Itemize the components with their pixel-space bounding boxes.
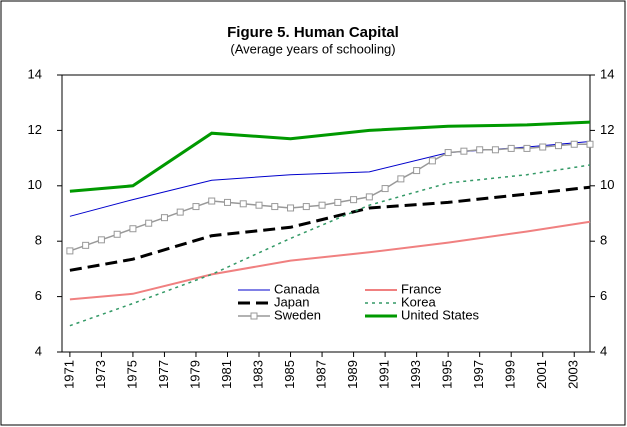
- y2-tick-label: 8: [600, 233, 607, 248]
- x-tick-label: 1995: [440, 360, 455, 389]
- point-marker: [145, 219, 153, 227]
- y-tick-label: 8: [35, 233, 42, 248]
- x-tick-label: 1999: [503, 360, 518, 389]
- legend-label: Sweden: [274, 307, 321, 322]
- x-tick-label: 1981: [219, 360, 234, 389]
- legend-label: Canada: [274, 281, 320, 296]
- legend-label: United States: [401, 307, 480, 322]
- y-tick-label: 12: [28, 122, 42, 137]
- point-marker: [397, 175, 405, 183]
- point-marker: [334, 198, 342, 206]
- point-marker: [350, 196, 358, 204]
- point-marker: [586, 140, 594, 148]
- point-marker: [491, 146, 499, 154]
- x-tick-label: 1993: [408, 360, 423, 389]
- x-tick-label: 1971: [61, 360, 76, 389]
- chart-subtitle: (Average years of schooling): [230, 41, 395, 56]
- x-tick-label: 1975: [124, 360, 139, 389]
- x-tick-label: 1997: [471, 360, 486, 389]
- point-marker: [554, 142, 562, 150]
- point-marker: [318, 201, 326, 209]
- point-marker: [255, 201, 263, 209]
- point-marker: [271, 203, 279, 211]
- point-marker: [176, 208, 184, 216]
- y-tick-label: 10: [28, 177, 42, 192]
- x-tick-label: 2003: [566, 360, 581, 389]
- point-marker: [287, 204, 295, 212]
- legend-marker: [250, 312, 258, 320]
- point-marker: [381, 185, 389, 193]
- plot-area: [61, 74, 591, 353]
- point-marker: [113, 230, 121, 238]
- chart-title: Figure 5. Human Capital: [227, 24, 399, 41]
- x-tick-label: 1979: [187, 360, 202, 389]
- point-marker: [223, 198, 231, 206]
- point-marker: [507, 144, 515, 152]
- point-marker: [428, 157, 436, 165]
- point-marker: [239, 200, 247, 208]
- point-marker: [302, 203, 310, 211]
- series-line: [69, 143, 590, 252]
- legend-label: France: [401, 281, 441, 296]
- point-marker: [97, 236, 105, 244]
- legend-label: Korea: [401, 294, 436, 309]
- y-tick-label: 6: [35, 288, 42, 303]
- series-line: [69, 120, 591, 193]
- y-tick-label: 14: [28, 66, 42, 81]
- series-line: [69, 164, 591, 327]
- y2-tick-label: 12: [600, 122, 614, 137]
- x-tick-label: 1987: [313, 360, 328, 389]
- point-marker: [129, 225, 137, 233]
- y2-tick-label: 4: [600, 343, 607, 358]
- point-marker: [444, 149, 452, 157]
- point-marker: [413, 167, 421, 175]
- y2-tick-label: 6: [600, 288, 607, 303]
- y2-tick-label: 10: [600, 177, 614, 192]
- y2-tick-label: 14: [600, 66, 614, 81]
- x-tick-label: 2001: [534, 360, 549, 389]
- x-tick-label: 1983: [250, 360, 265, 389]
- point-marker: [192, 203, 200, 211]
- point-marker: [523, 144, 531, 152]
- point-marker: [208, 197, 216, 205]
- legend-label: Japan: [274, 294, 309, 309]
- x-tick-label: 1985: [282, 360, 297, 389]
- x-tick-label: 1989: [345, 360, 360, 389]
- point-marker: [160, 214, 168, 222]
- point-marker: [82, 241, 90, 249]
- point-marker: [365, 193, 373, 201]
- series-line: [69, 185, 591, 272]
- x-tick-label: 1991: [377, 360, 392, 389]
- point-marker: [66, 247, 74, 255]
- series-line: [69, 220, 591, 301]
- x-tick-label: 1973: [93, 360, 108, 389]
- point-marker: [570, 140, 578, 148]
- x-tick-label: 1977: [156, 360, 171, 389]
- point-marker: [460, 147, 468, 155]
- y-tick-label: 4: [35, 343, 42, 358]
- point-marker: [476, 146, 484, 154]
- point-marker: [539, 143, 547, 151]
